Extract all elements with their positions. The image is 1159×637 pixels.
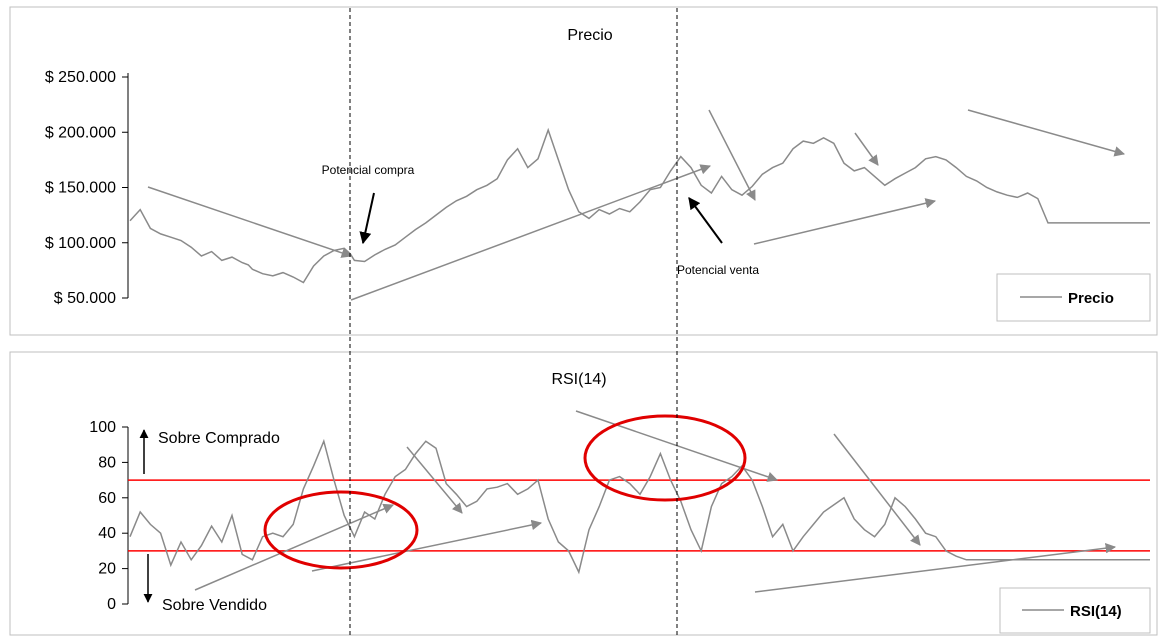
price-y-ticks: $ 50.000 $ 100.000 $ 150.000 $ 200.000 $ 250… xyxy=(45,69,128,307)
sell-annotation: Potencial venta xyxy=(677,263,759,277)
overbought-highlight-ellipse xyxy=(583,414,747,502)
rsi-trend-arrows xyxy=(194,410,1117,593)
price-series-line xyxy=(129,127,1150,284)
rsi-y-ticks: 0 20 40 60 80 100 xyxy=(89,419,128,613)
price-y-tick-label: $ 250.000 xyxy=(45,69,116,86)
price-y-tick-label: $ 100.000 xyxy=(45,235,116,252)
price-label-arrows xyxy=(359,192,723,245)
oversold-label: Sobre Vendido xyxy=(162,597,267,614)
price-uptrend-arrow xyxy=(350,164,711,301)
price-dip-arrow xyxy=(854,132,879,166)
rsi-panel: RSI(14) 0 20 40 60 80 100 Sobre Comprado Sobr… xyxy=(9,351,1158,636)
buy-annotation: Potencial compra xyxy=(322,163,415,177)
price-downtrend-arrow xyxy=(147,186,352,258)
oversold-highlight-ellipse xyxy=(263,490,419,570)
rsi-drop-arrow-1 xyxy=(406,446,463,514)
price-y-tick-label: $ 200.000 xyxy=(45,124,116,141)
price-y-tick-label: $ 150.000 xyxy=(45,180,116,197)
sell-pointer-arrow xyxy=(688,197,723,244)
rsi-y-tick-label: 20 xyxy=(98,561,116,578)
price-recovery-arrow xyxy=(753,198,937,245)
price-drop-arrow xyxy=(708,109,756,201)
rsi-chart-title: RSI(14) xyxy=(551,371,606,388)
rsi-divergence-arrow-1 xyxy=(194,503,394,591)
price-panel: Precio $ 50.000 $ 100.000 $ 150.000 $ 200.0… xyxy=(9,6,1158,336)
rsi-panel-frame xyxy=(9,351,1158,636)
rsi-legend-label: RSI(14) xyxy=(1070,603,1122,620)
rsi-y-tick-label: 80 xyxy=(98,454,116,471)
price-y-tick-label: $ 50.000 xyxy=(54,290,116,307)
rsi-series-line xyxy=(129,438,1150,575)
rsi-y-tick-label: 100 xyxy=(89,419,116,436)
rsi-y-tick-label: 60 xyxy=(98,490,116,507)
overbought-label: Sobre Comprado xyxy=(158,430,280,447)
price-panel-frame xyxy=(9,6,1158,336)
rsi-late-uptrend-arrow xyxy=(754,542,1117,593)
rsi-legend: RSI(14) xyxy=(999,587,1151,634)
price-legend: Precio xyxy=(996,273,1151,322)
price-late-downtrend-arrow xyxy=(967,109,1126,157)
price-chart-title: Precio xyxy=(567,27,612,44)
price-legend-label: Precio xyxy=(1068,290,1114,307)
zone-arrows xyxy=(139,429,153,603)
rsi-drop-arrow-3 xyxy=(833,433,921,546)
rsi-y-tick-label: 40 xyxy=(98,525,116,542)
buy-pointer-arrow xyxy=(359,192,375,245)
rsi-y-tick-label: 0 xyxy=(107,596,116,613)
price-trend-arrows xyxy=(147,109,1126,301)
